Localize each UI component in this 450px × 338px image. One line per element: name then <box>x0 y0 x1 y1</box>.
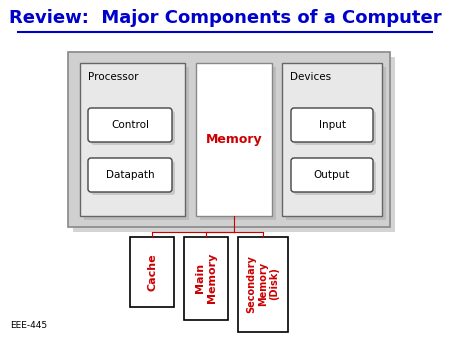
FancyBboxPatch shape <box>88 158 172 192</box>
Bar <box>130 237 174 307</box>
Bar <box>196 63 272 216</box>
FancyBboxPatch shape <box>294 161 376 195</box>
Text: Datapath: Datapath <box>106 170 154 180</box>
FancyBboxPatch shape <box>88 108 172 142</box>
Bar <box>73 57 395 232</box>
Text: Secondary
Memory
(Disk): Secondary Memory (Disk) <box>247 255 279 313</box>
Text: Cache: Cache <box>147 253 157 291</box>
Bar <box>84 67 189 220</box>
Text: Main
Memory: Main Memory <box>195 253 217 303</box>
Text: Input: Input <box>319 120 346 130</box>
Bar <box>184 237 228 320</box>
FancyBboxPatch shape <box>291 158 373 192</box>
Bar <box>286 67 386 220</box>
Bar <box>282 63 382 216</box>
Text: Output: Output <box>314 170 350 180</box>
Text: Memory: Memory <box>206 132 262 145</box>
FancyBboxPatch shape <box>91 111 175 145</box>
FancyBboxPatch shape <box>291 108 373 142</box>
Bar <box>200 67 276 220</box>
FancyBboxPatch shape <box>91 161 175 195</box>
Text: Review:  Major Components of a Computer: Review: Major Components of a Computer <box>9 9 441 27</box>
Bar <box>80 63 185 216</box>
Text: EEE-445: EEE-445 <box>10 321 47 330</box>
Text: Control: Control <box>111 120 149 130</box>
Bar <box>68 52 390 227</box>
Text: Devices: Devices <box>290 72 331 82</box>
Bar <box>238 237 288 332</box>
Text: Processor: Processor <box>88 72 139 82</box>
FancyBboxPatch shape <box>294 111 376 145</box>
